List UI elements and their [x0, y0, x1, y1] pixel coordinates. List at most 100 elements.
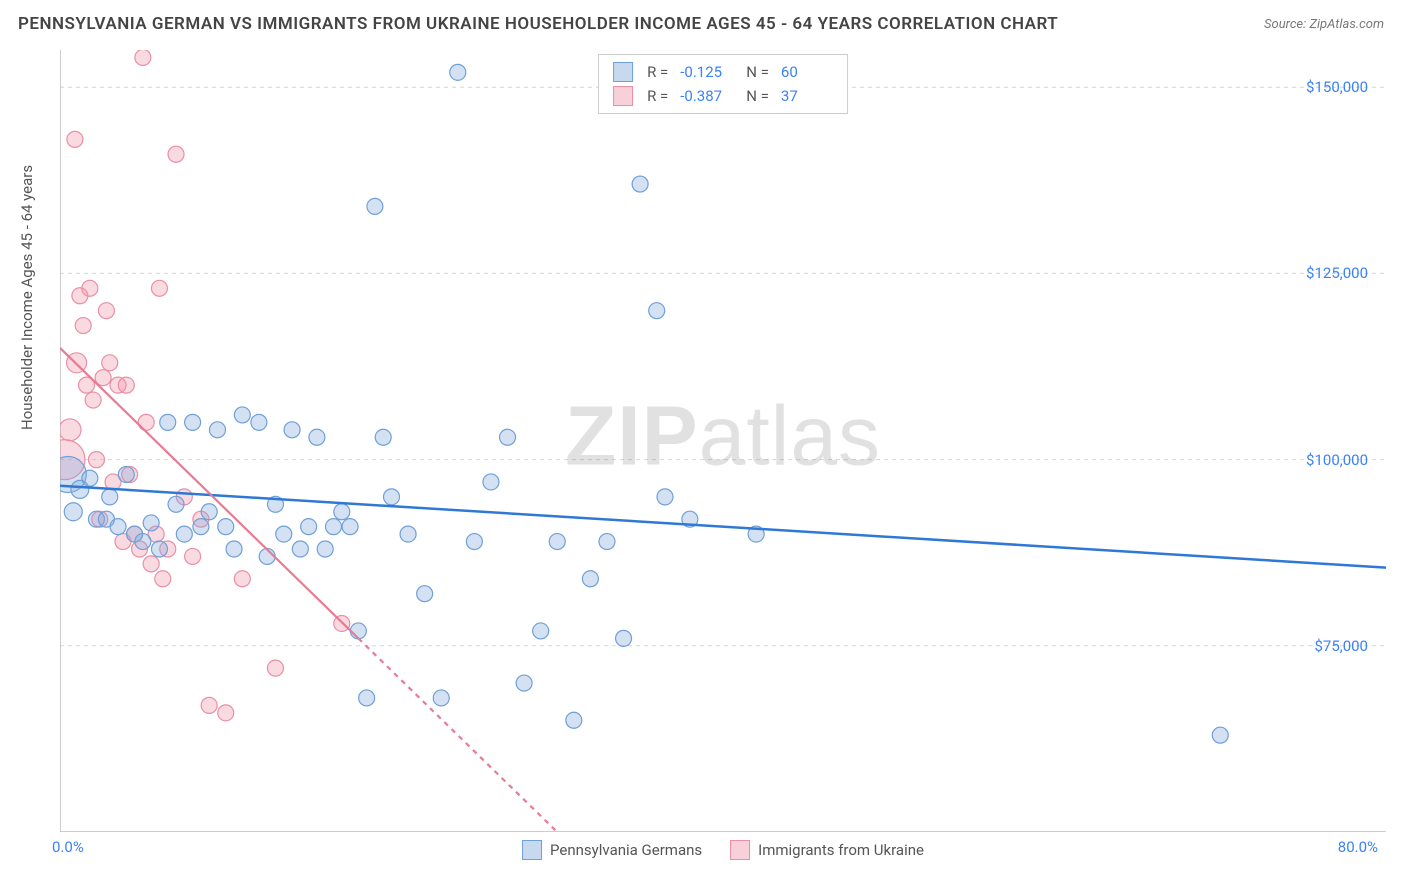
source-label: Source:	[1264, 17, 1309, 32]
n-value: 60	[781, 60, 833, 84]
data-point	[110, 519, 126, 535]
data-point	[209, 422, 225, 438]
data-point	[599, 534, 615, 550]
data-point	[118, 377, 134, 393]
data-point	[185, 548, 201, 564]
legend-swatch	[730, 840, 750, 860]
y-tick-label: $75,000	[1314, 637, 1368, 655]
x-tick-label: 80.0%	[1338, 838, 1378, 856]
data-point	[143, 515, 159, 531]
data-point	[102, 489, 118, 505]
data-point	[533, 623, 549, 639]
scatter-plot	[60, 50, 1386, 832]
data-point	[375, 429, 391, 445]
chart-header: PENNSYLVANIA GERMAN VS IMMIGRANTS FROM U…	[0, 0, 1406, 44]
data-point	[384, 489, 400, 505]
data-point	[649, 303, 665, 319]
data-point	[350, 623, 366, 639]
data-point	[1212, 727, 1228, 743]
y-axis-label: Householder Income Ages 45 - 64 years	[18, 165, 36, 430]
data-point	[450, 64, 466, 80]
data-point	[433, 690, 449, 706]
data-point	[82, 280, 98, 296]
data-point	[82, 470, 98, 486]
data-point	[334, 504, 350, 520]
data-point	[276, 526, 292, 542]
x-tick-label: 0.0%	[52, 838, 84, 856]
data-point	[118, 467, 134, 483]
data-point	[176, 526, 192, 542]
data-point	[151, 280, 167, 296]
data-point	[301, 519, 317, 535]
data-point	[193, 519, 209, 535]
data-point	[143, 556, 159, 572]
data-point	[218, 705, 234, 721]
data-point	[367, 198, 383, 214]
data-point	[616, 630, 632, 646]
legend-label: Pennsylvania Germans	[550, 841, 702, 859]
data-point	[85, 392, 101, 408]
data-point	[657, 489, 673, 505]
data-point	[168, 146, 184, 162]
legend-label: Immigrants from Ukraine	[758, 841, 924, 859]
data-point	[342, 519, 358, 535]
data-point	[98, 303, 114, 319]
r-label: R =	[647, 84, 668, 108]
y-tick-label: $125,000	[1306, 264, 1368, 282]
data-point	[251, 414, 267, 430]
data-point	[67, 131, 83, 147]
data-point	[466, 534, 482, 550]
data-point	[417, 586, 433, 602]
r-label: R =	[647, 60, 668, 84]
legend-series: Pennsylvania Germans Immigrants from Ukr…	[522, 840, 924, 860]
data-point	[226, 541, 242, 557]
data-point	[64, 503, 82, 521]
data-point	[60, 419, 81, 441]
data-point	[135, 534, 151, 550]
legend-item: Immigrants from Ukraine	[730, 840, 924, 860]
chart-title: PENNSYLVANIA GERMAN VS IMMIGRANTS FROM U…	[18, 14, 1058, 34]
data-point	[400, 526, 416, 542]
data-point	[138, 414, 154, 430]
data-point	[549, 534, 565, 550]
legend-item: Pennsylvania Germans	[522, 840, 702, 860]
data-point	[155, 571, 171, 587]
data-point	[185, 414, 201, 430]
data-point	[234, 407, 250, 423]
chart-source: Source: ZipAtlas.com	[1264, 17, 1384, 32]
n-label: N =	[746, 60, 769, 84]
data-point	[88, 452, 104, 468]
legend-stats: R = -0.125 N = 60 R = -0.387 N = 37	[598, 54, 848, 114]
data-point	[218, 519, 234, 535]
data-point	[168, 496, 184, 512]
data-point	[325, 519, 341, 535]
trend-line-extrapolated	[358, 638, 557, 832]
data-point	[234, 571, 250, 587]
r-value: -0.125	[680, 60, 732, 84]
source-value: ZipAtlas.com	[1309, 17, 1384, 32]
data-point	[160, 414, 176, 430]
y-tick-label: $150,000	[1306, 78, 1368, 96]
data-point	[75, 318, 91, 334]
data-point	[582, 571, 598, 587]
data-point	[151, 541, 167, 557]
legend-swatch	[522, 840, 542, 860]
data-point	[102, 355, 118, 371]
data-point	[500, 429, 516, 445]
legend-swatch	[613, 86, 633, 106]
data-point	[267, 660, 283, 676]
data-point	[566, 712, 582, 728]
data-point	[632, 176, 648, 192]
data-point	[317, 541, 333, 557]
data-point	[309, 429, 325, 445]
data-point	[359, 690, 375, 706]
data-point	[201, 504, 217, 520]
y-tick-label: $100,000	[1306, 451, 1368, 469]
data-point	[201, 697, 217, 713]
chart-area: ZIPatlas R = -0.125 N = 60 R = -0.387 N …	[60, 50, 1386, 832]
legend-stat-row: R = -0.387 N = 37	[613, 84, 833, 108]
legend-swatch	[613, 62, 633, 82]
data-point	[483, 474, 499, 490]
r-value: -0.387	[680, 84, 732, 108]
n-value: 37	[781, 84, 833, 108]
